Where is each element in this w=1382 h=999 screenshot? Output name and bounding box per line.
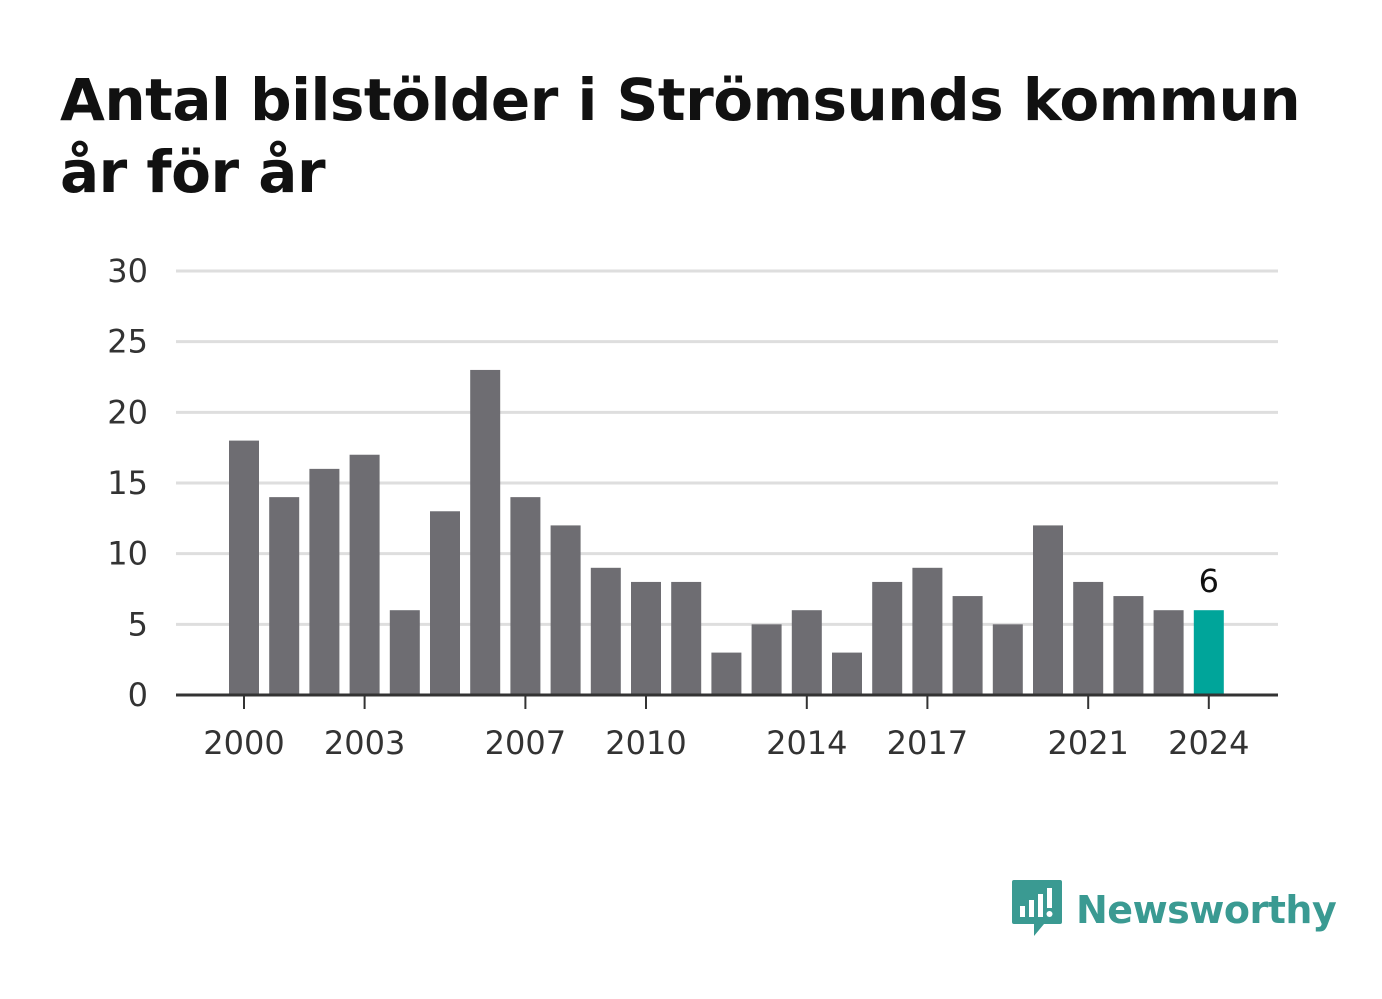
bar-2004	[389, 610, 420, 695]
y-tick-label: 10	[107, 535, 148, 573]
x-tick-label: 2024	[1168, 724, 1249, 762]
bar-2008	[550, 525, 581, 695]
bar-2016	[872, 581, 903, 695]
bar-2001	[269, 497, 300, 695]
bar-2005	[430, 511, 460, 695]
y-axis-ticks: 0 5 10 15 20 25 30	[107, 252, 148, 714]
bar-2020	[1033, 525, 1063, 695]
x-tick-label: 2014	[766, 724, 847, 762]
bar-2011	[671, 581, 702, 695]
bar-2012	[711, 652, 742, 695]
y-tick-label: 0	[128, 676, 148, 714]
y-tick-label: 25	[107, 323, 148, 361]
data-labels: 6	[1199, 562, 1219, 600]
bar-2007	[510, 497, 541, 695]
bar-2013	[751, 624, 782, 695]
x-tick-label: 2017	[887, 724, 968, 762]
bar-2003	[349, 454, 380, 695]
x-tick-label: 2007	[485, 724, 566, 762]
x-tick-label: 2010	[605, 724, 686, 762]
bars	[229, 369, 1224, 695]
x-tick-label: 2003	[324, 724, 405, 762]
bar-2019	[992, 624, 1023, 695]
bar-2015	[832, 652, 862, 695]
bar-2022	[1113, 596, 1144, 695]
bar-2006	[470, 369, 501, 695]
x-tick-label: 2000	[203, 724, 284, 762]
y-tick-label: 5	[128, 605, 148, 643]
bar-2010	[631, 581, 661, 695]
bar-2000	[229, 440, 259, 695]
bar-2002	[309, 468, 340, 695]
bar-2024	[1193, 610, 1224, 695]
x-axis-ticks: 2000 2003 2007 2010 2014 2017 2021 2024	[203, 695, 1250, 762]
bar-2018	[952, 596, 983, 695]
brand-logo: Newsworthy	[1010, 878, 1337, 942]
y-tick-label: 15	[107, 464, 148, 502]
y-tick-label: 30	[107, 252, 148, 290]
newsworthy-logo-icon	[1012, 880, 1062, 936]
chart-title: Antal bilstölder i Strömsunds kommun år …	[60, 66, 1301, 206]
bar-2017	[912, 567, 943, 695]
data-label-2024: 6	[1199, 562, 1219, 600]
bar-2023	[1153, 610, 1184, 695]
y-tick-label: 20	[107, 393, 148, 431]
bar-2009	[590, 567, 621, 695]
gridlines	[176, 269, 1278, 626]
x-tick-label: 2021	[1047, 724, 1128, 762]
bar-2014	[791, 610, 822, 695]
brand-name: Newsworthy	[1076, 888, 1337, 932]
bar-2021	[1073, 581, 1104, 695]
